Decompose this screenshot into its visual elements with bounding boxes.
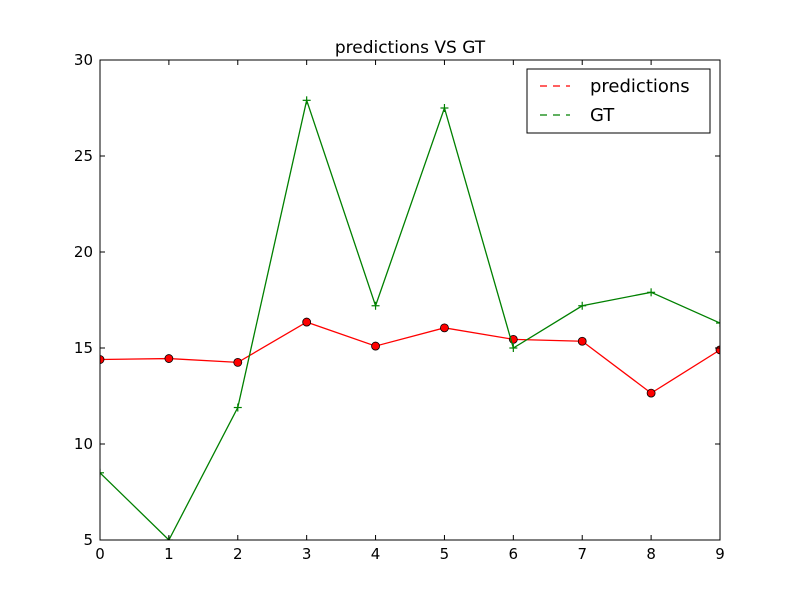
data-point-gt [440,104,449,112]
data-point-predictions [646,388,656,398]
legend-box [526,68,711,134]
legend-items: predictions GT [540,76,690,126]
data-point-gt [647,288,656,297]
y-tick-label: 30 [74,51,93,69]
data-point-predictions [164,354,174,363]
x-tick-label: 6 [509,545,519,563]
data-point-predictions [371,341,380,351]
data-point-gt [302,96,311,105]
x-tick-label: 4 [371,545,381,563]
x-tick-label: 5 [440,545,450,563]
series-predictions [100,317,720,398]
data-point-predictions [302,317,312,327]
data-point-predictions [233,357,243,367]
legend-label: predictions [590,76,690,97]
data-point-gt [509,344,518,352]
y-tick-label: 15 [74,339,93,357]
x-tick-label: 7 [577,545,587,563]
legend-item-gt: GT [540,105,615,126]
data-point-predictions [577,336,587,346]
series-line-predictions [100,321,720,394]
data-point-gt [371,301,380,310]
data-point-gt [233,403,242,412]
data-point-gt [100,468,104,477]
y-tick-label: 20 [74,243,93,261]
series-line-gt [100,97,720,540]
x-tick-label: 8 [646,545,656,563]
chart-title: predictions VS GT [335,38,486,58]
series-gt [100,96,720,540]
legend-item-predictions: predictions [540,76,690,97]
data-point-predictions [440,323,449,333]
data-point-predictions [100,355,105,364]
series-layer [100,96,720,540]
x-tick-label: 0 [95,545,105,563]
y-tick-label: 5 [83,531,93,549]
legend: predictions GT [526,68,711,134]
data-point-gt [578,301,587,310]
plot-frame [99,59,721,541]
y-tick-label: 25 [74,147,93,165]
x-tick-label: 3 [302,545,312,563]
legend-label: GT [590,105,615,126]
x-tick-label: 2 [233,545,243,563]
y-tick-label: 10 [74,435,93,453]
x-tick-label: 9 [715,545,725,563]
x-tick-label: 1 [164,545,174,563]
data-point-gt [716,319,720,328]
